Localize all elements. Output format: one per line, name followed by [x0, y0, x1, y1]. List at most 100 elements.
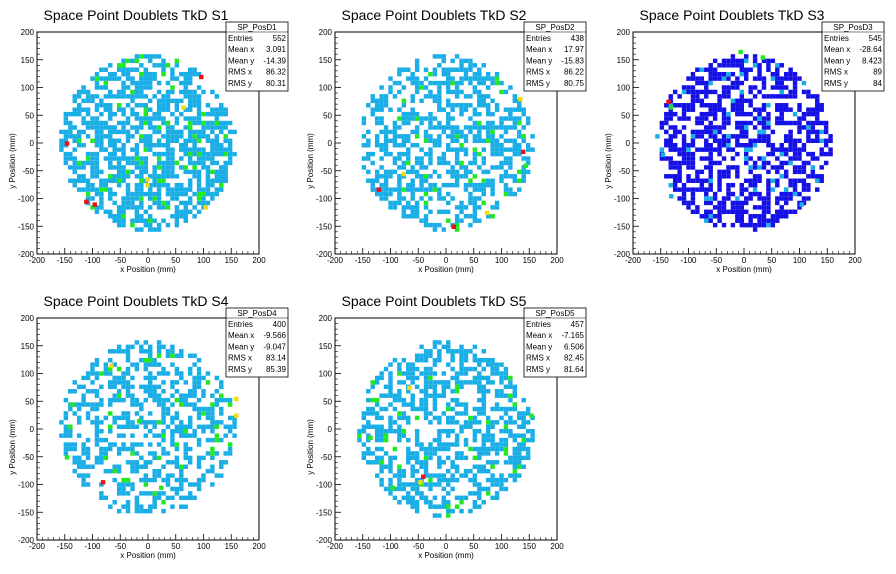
heatmap-cell — [219, 460, 224, 465]
heatmap-cell — [525, 406, 531, 412]
heatmap-cell — [712, 76, 718, 81]
heatmap-cell — [196, 169, 202, 175]
heatmap-cell — [370, 182, 375, 188]
heatmap-cell — [468, 125, 473, 130]
heatmap-cell — [94, 165, 100, 170]
heatmap-cell — [717, 218, 722, 223]
heatmap-cell — [170, 380, 175, 385]
heatmap-cell — [406, 67, 411, 72]
heatmap-cell — [503, 169, 509, 175]
heatmap-cell — [757, 67, 762, 72]
heatmap-cell — [130, 94, 135, 99]
stats-value: 84 — [873, 79, 882, 88]
heatmap-cell — [361, 451, 367, 456]
heatmap-cell — [179, 473, 184, 478]
heatmap-cell — [183, 446, 188, 452]
heatmap-cell — [481, 464, 486, 469]
heatmap-cell — [76, 402, 82, 407]
heatmap-cell — [766, 94, 771, 99]
heatmap-cell — [686, 174, 691, 179]
heatmap-cell — [170, 138, 175, 143]
heatmap-cell — [472, 151, 478, 157]
heatmap-cell — [210, 455, 215, 461]
heatmap-cell — [179, 209, 184, 215]
heatmap-hot-cell — [92, 202, 97, 207]
heatmap-cell — [90, 76, 95, 81]
heatmap-cell — [374, 380, 380, 385]
heatmap-cell — [121, 143, 126, 148]
heatmap-cell — [423, 402, 429, 407]
heatmap-cell — [148, 349, 153, 354]
heatmap-cell — [459, 500, 464, 505]
heatmap-cell — [81, 477, 86, 483]
heatmap-cell — [472, 491, 478, 496]
heatmap-cell — [690, 129, 696, 135]
heatmap-cell — [374, 103, 380, 108]
heatmap-hot-cell — [64, 141, 70, 146]
heatmap-cell — [397, 362, 402, 367]
heatmap-cell — [477, 111, 482, 117]
heatmap-cell — [187, 371, 193, 376]
heatmap-cell — [170, 169, 175, 175]
heatmap-cell — [664, 103, 669, 108]
y-tick-label: -50 — [320, 167, 332, 176]
heatmap-cell — [179, 464, 184, 469]
heatmap-cell — [454, 174, 460, 179]
heatmap-cell — [130, 451, 135, 456]
heatmap-cell — [704, 165, 709, 170]
heatmap-cell — [139, 406, 144, 412]
heatmap-cell — [210, 451, 215, 456]
heatmap-cell — [481, 446, 486, 452]
heatmap-cell — [499, 143, 504, 148]
stats-label: Entries — [526, 320, 551, 329]
heatmap-cell — [85, 446, 91, 452]
heatmap-cell — [379, 120, 384, 126]
heatmap-cell — [392, 495, 398, 501]
heatmap-cell — [366, 103, 371, 108]
heatmap-cell — [143, 384, 148, 390]
heatmap-cell — [116, 76, 122, 81]
heatmap-cell — [779, 143, 784, 148]
heatmap-cell — [748, 147, 753, 152]
heatmap-cell — [726, 71, 731, 77]
heatmap-cell — [668, 160, 673, 166]
heatmap-cell — [503, 477, 509, 483]
heatmap-cell — [94, 151, 100, 157]
heatmap-cell — [374, 120, 380, 126]
heatmap-cell — [63, 160, 69, 166]
heatmap-cell — [161, 160, 166, 166]
heatmap-cell — [757, 89, 762, 95]
x-tick-label: 200 — [252, 256, 266, 265]
heatmap-cell — [406, 460, 411, 465]
heatmap-cell — [130, 80, 135, 86]
heatmap-cell — [401, 98, 407, 104]
heatmap-cell — [446, 344, 451, 350]
heatmap-cell — [187, 129, 193, 135]
heatmap-cell — [165, 143, 171, 148]
heatmap-cell — [139, 165, 144, 170]
heatmap-cell — [85, 455, 91, 461]
heatmap-cell — [712, 147, 718, 152]
heatmap-cell — [174, 187, 180, 192]
heatmap-cell — [165, 138, 171, 143]
heatmap-cell — [161, 98, 166, 104]
heatmap-cell — [450, 473, 455, 478]
heatmap-cell — [161, 67, 166, 72]
heatmap-cell — [72, 178, 77, 183]
x-tick-label: -200 — [29, 256, 46, 265]
heatmap-cell — [708, 120, 713, 126]
heatmap-cell — [143, 357, 148, 363]
heatmap-cell — [446, 71, 451, 77]
heatmap-cell — [508, 455, 513, 461]
heatmap-cell — [752, 174, 758, 179]
heatmap-cell — [201, 129, 206, 135]
heatmap-cell — [143, 191, 148, 197]
heatmap-cell — [125, 191, 131, 197]
heatmap-cell — [170, 495, 175, 501]
heatmap-cell — [512, 191, 518, 197]
heatmap-cell — [726, 94, 731, 99]
heatmap-cell — [401, 468, 407, 474]
heatmap-cell — [165, 460, 171, 465]
heatmap-cell — [192, 433, 197, 438]
heatmap-cell — [81, 473, 86, 478]
